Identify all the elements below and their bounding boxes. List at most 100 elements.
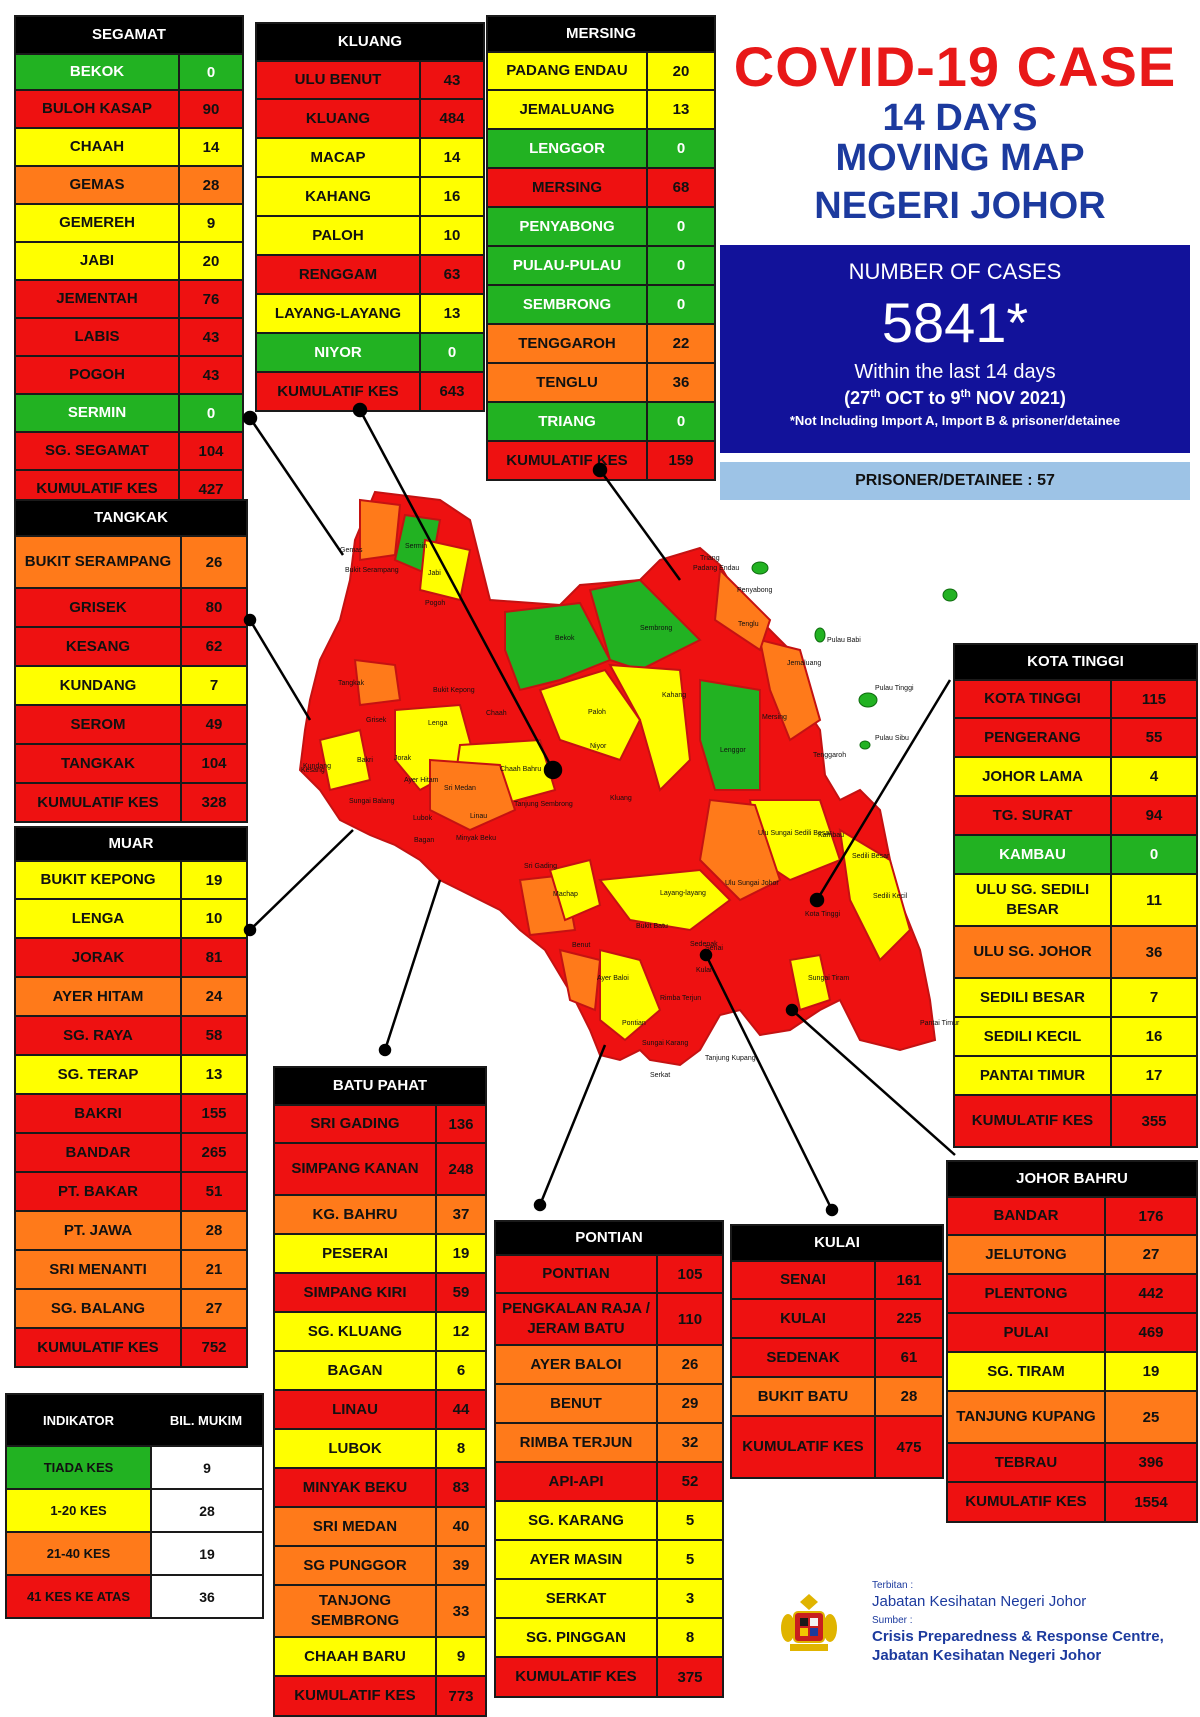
mukim-name: ULU BENUT [257,62,421,98]
table-row: KULAI 225 [732,1298,942,1337]
case-count: 9 [456,1648,466,1665]
table-row: BUKIT KEPONG 19 [16,860,246,898]
map-place-label: Sermin [405,543,427,550]
case-count: 396 [1138,1454,1164,1471]
map-place-label: Layang-layang [660,890,706,897]
table-row: KLUANG 484 [257,98,483,137]
case-count: 43 [443,71,461,89]
mukim-name: PLENTONG [948,1275,1106,1312]
mukim-name: PENYABONG [488,208,648,245]
case-count: 20 [672,62,690,80]
mukim-name: SIMPANG KANAN [275,1144,437,1194]
map-place-label: Bukit Batu [636,923,668,930]
table-row: BULOH KASAP 90 [16,89,242,127]
table-header: PONTIAN [496,1222,722,1254]
mukim-name: API-API [496,1463,658,1500]
indicator-header-count: BIL. MUKIM [169,1412,243,1428]
table-row: CHAAH 14 [16,127,242,165]
case-count: 17 [1145,1067,1163,1084]
table-header: KULAI [732,1226,942,1260]
table-row: SEDILI BESAR 7 [955,977,1196,1016]
mukim-name: TANGKAK [16,745,182,782]
map-place-label: Benut [572,942,590,949]
cases-date-range: (27th OCT to 9th NOV 2021) [844,388,1066,408]
mukim-name: PADANG ENDAU [488,53,648,89]
case-count: 63 [443,266,461,283]
table-mersing: MERSING PADANG ENDAU 20 JEMALUANG 13 LENGGOR 0… [486,15,716,481]
map-place-label: Paloh [588,709,606,716]
table-row: PENGKALAN RAJA / JERAM BATU 110 [496,1292,722,1344]
cases-total: 5841* [881,291,1029,354]
cases-within: Within the last 14 days [854,361,1056,383]
mukim-name: PESERAI [275,1235,437,1272]
footer: Terbitan : Jabatan Kesihatan Negeri Joho… [770,1580,1190,1690]
table-row: KESANG 62 [16,626,246,665]
case-count: 0 [206,404,216,422]
table-row: KG. BAHRU 37 [275,1194,485,1233]
case-count: 442 [1138,1285,1164,1302]
table-row: TANJUNG KUPANG 25 [948,1390,1196,1442]
case-count: 62 [205,638,223,655]
mukim-name: BAGAN [275,1352,437,1389]
table-row: JOHOR LAMA 4 [955,756,1196,795]
indicator-row: 1-20 KES 28 [7,1488,262,1531]
case-count: 36 [1145,943,1163,961]
case-count: 5 [685,1551,695,1568]
mukim-name: PULAI [948,1314,1106,1351]
mukim-name: CHAAH BARU [275,1638,437,1675]
mukim-name: SEMBRONG [488,286,648,323]
case-count: 22 [672,335,690,352]
table-row: PULAI 469 [948,1312,1196,1351]
mukim-name: JABI [16,243,180,279]
mukim-name: MERSING [488,169,648,206]
case-count: 484 [439,110,465,127]
mukim-name: PT. BAKAR [16,1173,182,1210]
map-place-label: Rimba Terjun [660,995,701,1002]
map-land [298,490,937,1067]
mukim-name: LABIS [16,319,180,355]
map-place-label: Bekok [555,635,575,642]
case-count: 265 [201,1144,227,1161]
mukim-name: PT. JAWA [16,1212,182,1249]
case-count: 13 [443,305,461,322]
table-row: SERKAT 3 [496,1578,722,1617]
indicator-row: TIADA KES 9 [7,1445,262,1488]
table-row: SENAI 161 [732,1260,942,1298]
map-place-label: Sedenak [690,941,718,948]
case-count: 59 [452,1284,470,1301]
coat-of-arms-logo [781,1594,837,1651]
mukim-name: KUMULATIF KES [496,1658,658,1696]
case-count: 32 [681,1434,699,1451]
table-pontian: PONTIAN PONTIAN 105 PENGKALAN RAJA / JERAM … [494,1220,724,1698]
map-place-label: Linau [470,813,487,820]
mukim-name: SERKAT [496,1580,658,1617]
map-place-label: Gemas [340,547,363,554]
table-row: GRISEK 80 [16,587,246,626]
map-islands [751,561,958,750]
table-row: KUMULATIF KES 1554 [948,1481,1196,1521]
case-count: 115 [1141,690,1167,708]
mukim-name: GEMAS [16,167,180,203]
case-count: 29 [681,1395,699,1412]
table-row: MINYAK BEKU 83 [275,1467,485,1506]
mukim-name: LUBOK [275,1430,437,1467]
mukim-name: SG. BALANG [16,1290,182,1327]
case-count: 5 [685,1512,695,1529]
mukim-name: NIYOR [257,334,421,371]
case-count: 248 [448,1160,474,1178]
case-count: 225 [896,1310,922,1327]
mukim-name: SIMPANG KIRI [275,1274,437,1311]
mukim-name: SG. PINGGAN [496,1619,658,1656]
map-place-label: Pogoh [425,600,445,607]
table-row: TENGGAROH 22 [488,323,714,362]
case-count: 16 [1145,1028,1163,1045]
indicator-header-label: INDIKATOR [42,1412,115,1428]
mukim-name: KUMULATIF KES [732,1417,876,1477]
mukim-name: JORAK [16,939,182,976]
table-row: ULU BENUT 43 [257,60,483,98]
mukim-name: BUKIT BATU [732,1378,876,1415]
map-place-label: Ulu Sungai Sedili Besar [758,830,832,837]
mukim-name: BANDAR [16,1134,182,1171]
map-place-label: Sri Gading [524,863,557,870]
